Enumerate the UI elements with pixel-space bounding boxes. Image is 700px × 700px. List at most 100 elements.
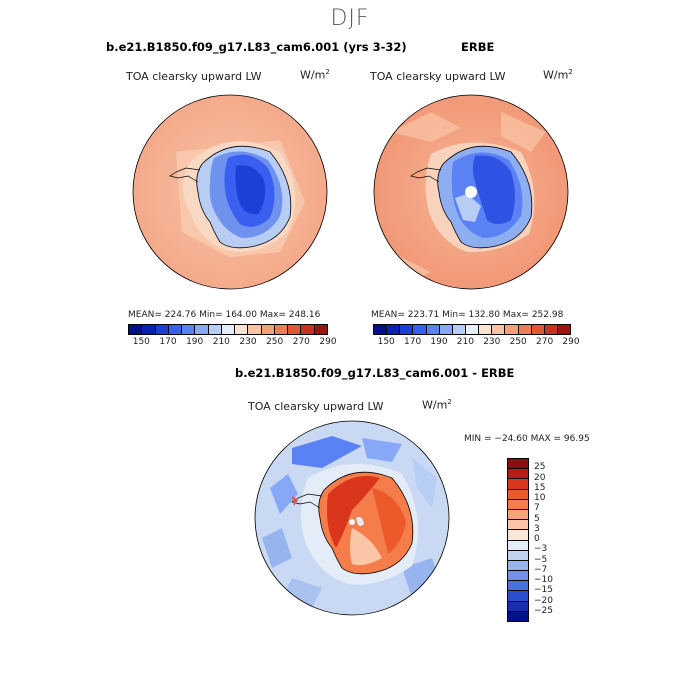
panel3-variable: TOA clearsky upward LW [248, 400, 384, 413]
panel2-colorbar-swatch [492, 325, 506, 334]
panel3-colorbar-swatch [508, 489, 528, 500]
panel3-colorbar-tick-label: −7 [534, 564, 548, 575]
panel1-units: W/m2 [300, 68, 330, 82]
panel1-colorbar-swatch [142, 325, 156, 334]
panel3-colorbar-tick-label: −15 [534, 585, 553, 596]
panel2-colorbar-tick-label: 150 [377, 337, 395, 347]
panel3-colorbar-tick-label: 7 [534, 503, 540, 514]
panel3-colorbar-tick-label: 10 [534, 493, 546, 503]
panel3-colorbar-swatch [508, 601, 528, 612]
panel3-colorbar-tick-label: −5 [534, 554, 548, 565]
panel1-colorbar-tick-label: 250 [266, 337, 284, 347]
panel3-colorbar-swatch [508, 530, 528, 541]
panel1-peninsula [169, 167, 201, 183]
panel1-colorbar-swatch [301, 325, 315, 334]
panel3-colorbar-swatch [508, 611, 528, 621]
panel1-colorbar [128, 324, 328, 335]
panel1-colorbar-swatch [261, 325, 275, 334]
panel3-colorbar-swatch [508, 479, 528, 490]
panel3-colorbar-swatch [508, 499, 528, 510]
panel3-colorbar-tick-label: 3 [534, 523, 540, 534]
panel2-peninsula [410, 167, 442, 183]
panel1-colorbar-tick-label: 190 [186, 337, 204, 347]
panel1-coastline [196, 145, 292, 249]
panel1-polar-map [132, 94, 328, 290]
panel1-colorbar-swatch [274, 325, 289, 334]
panel1-colorbar-swatch [182, 325, 196, 334]
panel1-colorbar-swatch [195, 325, 209, 334]
panel3-colorbar-tick-label: −20 [534, 595, 553, 606]
panel1-colorbar-swatch [155, 325, 169, 334]
panel2-colorbar-swatch [531, 325, 545, 334]
panel2-colorbar [373, 324, 571, 335]
panel3-polar-map [254, 420, 450, 616]
panel2-colorbar-swatch [479, 325, 493, 334]
panel2-colorbar-swatch [557, 325, 571, 334]
panel1-colorbar-ticks: 150 170 190 210 230 250 270 290 [128, 337, 337, 349]
panel2-colorbar-swatch [439, 325, 453, 334]
panel1-colorbar-tick-label: 170 [159, 337, 177, 347]
panel1-colorbar-tick-label: 270 [292, 337, 310, 347]
panel3-colorbar-swatch [508, 581, 528, 592]
panel2-colorbar-swatch [465, 325, 480, 334]
panel3-colorbar-swatch [508, 509, 528, 521]
panel2-colorbar-swatch [505, 325, 519, 334]
panel3-stats: MIN = −24.60 MAX = 96.95 [464, 434, 590, 444]
season-title: DJF [330, 6, 370, 31]
panel3-colorbar-swatch [508, 560, 528, 572]
panel3-colorbar-swatch [508, 591, 528, 602]
panel2-colorbar-swatch [387, 325, 401, 334]
panel1-colorbar-swatch [248, 325, 262, 334]
panel1-colorbar-swatch [208, 325, 222, 334]
panel2-colorbar-swatch [452, 325, 466, 334]
panel1-stats: MEAN= 224.76 Min= 164.00 Max= 248.16 [128, 310, 321, 320]
panel1-title: b.e21.B1850.f09_g17.L83_cam6.001 (yrs 3-… [106, 40, 407, 54]
panel3-colorbar-swatch [508, 540, 528, 551]
panel1-colorbar-tick-label: 150 [132, 337, 150, 347]
panel1-colorbar-swatch [235, 325, 249, 334]
panel1-colorbar-tick-label: 230 [239, 337, 257, 347]
panel3-colorbar-swatch [508, 571, 528, 582]
panel3-colorbar [507, 458, 529, 622]
panel3-map-border [254, 420, 450, 616]
panel2-title: ERBE [461, 40, 495, 54]
panel1-colorbar-swatch [288, 325, 302, 334]
panel3-colorbar-tick-label: 15 [534, 482, 546, 493]
panel3-title: b.e21.B1850.f09_g17.L83_cam6.001 - ERBE [235, 366, 515, 380]
panel2-colorbar-ticks: 150 170 190 210 230 250 270 290 [373, 337, 580, 349]
panel2-stats: MEAN= 223.71 Min= 132.80 Max= 252.98 [371, 310, 564, 320]
panel3-units: W/m2 [422, 398, 452, 412]
panel2-units: W/m2 [543, 68, 573, 82]
panel2-colorbar-swatch [374, 325, 388, 334]
panel2-colorbar-tick-label: 210 [456, 337, 474, 347]
panel2-colorbar-swatch [413, 325, 427, 334]
panel3-colorbar-swatch [508, 550, 528, 561]
panel2-colorbar-swatch [400, 325, 414, 334]
panel1-colorbar-tick-label: 290 [319, 337, 337, 347]
panel3-colorbar-swatch [508, 459, 528, 470]
panel2-colorbar-tick-label: 270 [536, 337, 554, 347]
panel1-colorbar-swatch [129, 325, 143, 334]
panel1-colorbar-swatch [314, 325, 327, 334]
panel3-colorbar-tick-label: 20 [534, 472, 546, 483]
panel2-colorbar-tick-label: 190 [430, 337, 448, 347]
panel1-colorbar-tick-label: 210 [212, 337, 230, 347]
panel3-colorbar-swatch [508, 520, 528, 531]
panel3-colorbar-tick-label: −3 [534, 544, 548, 555]
panel2-polar-map [373, 94, 569, 290]
panel1-variable: TOA clearsky upward LW [126, 70, 262, 83]
panel1-colorbar-swatch [221, 325, 236, 334]
panel1-map-border [132, 94, 328, 290]
panel2-colorbar-tick-label: 290 [562, 337, 580, 347]
panel3-colorbar-ticks: 25 20 15 10 7 5 3 0 −3 −5 −7 −10 −15 −20 −25 [534, 458, 574, 622]
panel1-colorbar-swatch [168, 325, 183, 334]
panel2-colorbar-tick-label: 250 [509, 337, 527, 347]
panel2-coastline [437, 145, 533, 249]
panel2-variable: TOA clearsky upward LW [370, 70, 506, 83]
panel3-colorbar-tick-label: −25 [534, 605, 553, 616]
panel2-colorbar-swatch [518, 325, 532, 334]
panel3-colorbar-swatch [508, 469, 528, 480]
panel3-peninsula [291, 493, 323, 509]
panel3-coastline [318, 471, 414, 575]
panel2-colorbar-swatch [544, 325, 558, 334]
